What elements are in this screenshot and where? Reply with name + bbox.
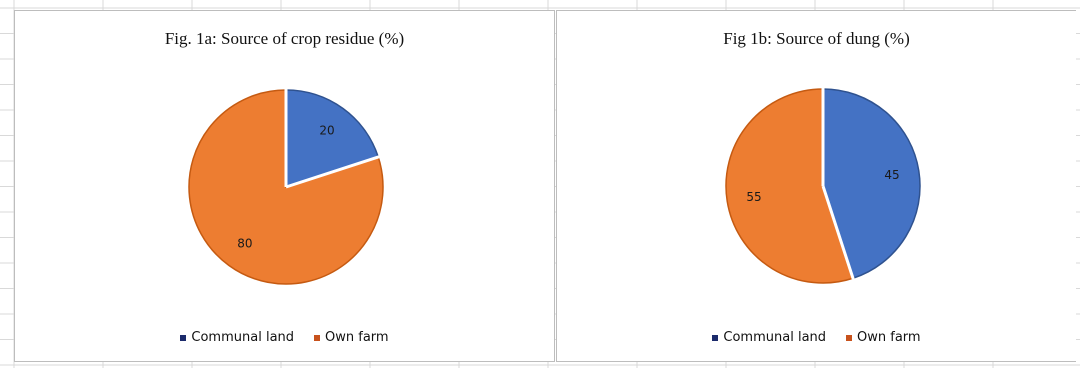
- pie-slice-own-farm: [725, 88, 854, 284]
- data-label: 20: [319, 123, 334, 137]
- data-label: 45: [884, 168, 899, 182]
- chart-crop-residue[interactable]: Fig. 1a: Source of crop residue (%) 20 80…: [14, 10, 555, 362]
- slice-separator: [285, 155, 380, 189]
- pie-chart: 45 55: [725, 88, 921, 284]
- legend-item-communal-land: Communal land: [712, 330, 826, 345]
- slice-separator: [821, 185, 855, 280]
- legend-swatch-own-farm-icon: [846, 334, 853, 341]
- legend-label: Communal land: [191, 330, 295, 345]
- legend: Communal land Own farm: [557, 330, 1076, 345]
- legend-item-own-farm: Own farm: [314, 330, 389, 345]
- chart-dung[interactable]: Fig 1b: Source of dung (%) 45 55 Communal…: [556, 10, 1076, 362]
- legend-item-own-farm: Own farm: [846, 330, 921, 345]
- legend-label: Own farm: [325, 330, 389, 345]
- pie-slice-communal-land: [822, 88, 921, 280]
- legend: Communal land Own farm: [15, 330, 554, 345]
- data-label: 80: [237, 237, 252, 251]
- legend-item-communal-land: Communal land: [180, 330, 294, 345]
- legend-swatch-own-farm-icon: [314, 334, 321, 341]
- chart-title: Fig. 1a: Source of crop residue (%): [164, 29, 405, 48]
- legend-label: Communal land: [723, 330, 827, 345]
- legend-swatch-communal-land-icon: [180, 334, 187, 341]
- chart-title: Fig 1b: Source of dung (%): [723, 29, 910, 48]
- data-label: 55: [746, 190, 761, 204]
- legend-label: Own farm: [857, 330, 921, 345]
- legend-swatch-communal-land-icon: [712, 334, 719, 341]
- pie-slice-communal-land: [285, 89, 380, 189]
